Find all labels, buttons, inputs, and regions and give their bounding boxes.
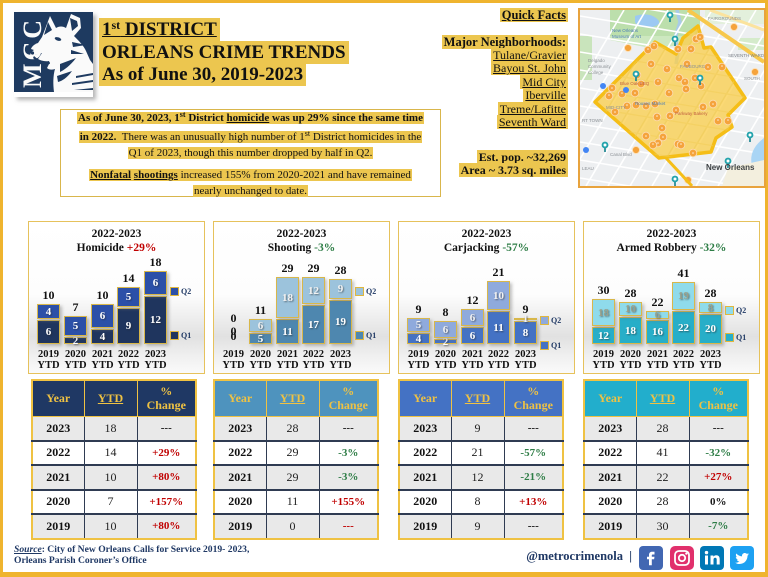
svg-text:FAUBOURG: FAUBOURG	[680, 64, 706, 69]
svg-text:New Orleans: New Orleans	[706, 163, 755, 172]
svg-text:MID-CITY: MID-CITY	[606, 105, 626, 110]
svg-text:FAIRGROUNDS: FAIRGROUNDS	[708, 16, 741, 21]
svg-text:Canal Blvd: Canal Blvd	[610, 152, 632, 157]
svg-text:Parkway Bakery: Parkway Bakery	[675, 111, 708, 116]
svg-text:SEVENTH WARD: SEVENTH WARD	[728, 53, 764, 58]
svg-text:College: College	[588, 70, 604, 75]
svg-text:Community: Community	[588, 64, 612, 69]
svg-text:Rouses Market: Rouses Market	[635, 101, 666, 106]
svg-text:LEAU: LEAU	[582, 166, 594, 171]
svg-text:Museum of Art: Museum of Art	[612, 34, 642, 39]
svg-text:SOUTH: SOUTH	[744, 76, 760, 81]
svg-text:New Orleans: New Orleans	[612, 28, 639, 33]
svg-text:Delgado: Delgado	[588, 58, 605, 63]
svg-text:RT TOWN: RT TOWN	[582, 118, 603, 123]
svg-text:Blue Oak BBQ: Blue Oak BBQ	[620, 81, 650, 86]
